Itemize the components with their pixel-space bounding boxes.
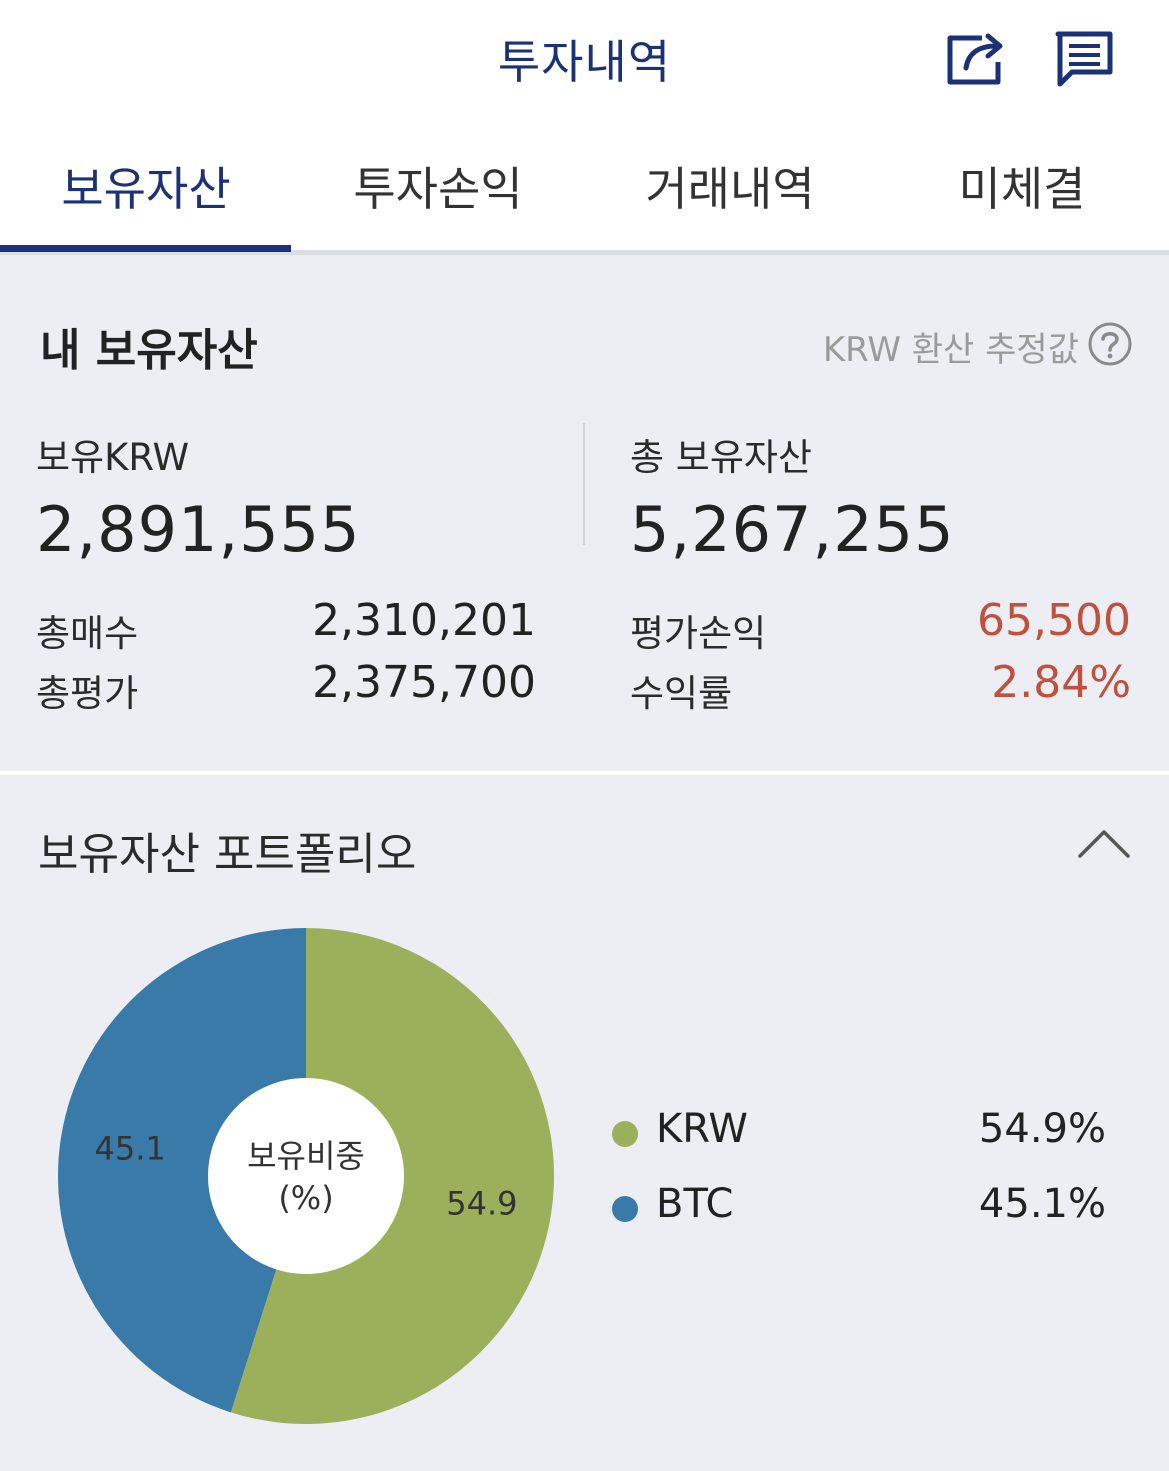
slice-label-btc: 45.1: [94, 1130, 165, 1168]
return-rate-value: 2.84%: [991, 657, 1131, 708]
legend-pct-krw: 54.9%: [978, 1106, 1106, 1152]
slice-label-krw: 54.9: [446, 1184, 517, 1222]
donut-center-label: 보유비중 (%): [206, 1135, 406, 1219]
center-label-line1: 보유비중: [247, 1137, 365, 1175]
column-divider: [583, 423, 585, 545]
total-purchase-value: 2,310,201: [312, 595, 536, 646]
page-title: 투자내역: [497, 35, 672, 89]
unrealized-pnl-label: 평가손익: [630, 612, 767, 655]
center-label-line2: (%): [278, 1179, 334, 1217]
active-tab-indicator: [0, 245, 291, 252]
krw-balance-value: 2,891,555: [36, 493, 361, 566]
total-valuation-value: 2,375,700: [312, 657, 536, 708]
holdings-summary: 내 보유자산 KRW 환산 추정값 보유KRW 2,891,555 총 보유자산…: [0, 255, 1169, 771]
app-header: 투자내역: [0, 0, 1169, 120]
tab-profit-loss[interactable]: 투자손익: [353, 162, 523, 216]
tab-transaction-history[interactable]: 거래내역: [645, 162, 815, 216]
legend-item-krw: KRW 54.9%: [612, 1106, 1112, 1156]
slice-btc: [58, 928, 306, 1413]
legend-dot-krw: [612, 1121, 638, 1147]
portfolio-title: 보유자산 포트폴리오: [38, 829, 417, 880]
return-rate-label: 수익률: [630, 672, 733, 715]
total-assets-value: 5,267,255: [630, 493, 955, 566]
unrealized-pnl-value: 65,500: [977, 595, 1131, 646]
legend-name-btc: BTC: [656, 1181, 734, 1227]
total-purchase-label: 총매수: [36, 612, 139, 655]
portfolio-donut-chart: 54.9 45.1: [58, 928, 555, 1424]
holdings-title: 내 보유자산: [40, 325, 258, 376]
tab-bar: 보유자산 투자손익 거래내역 미체결: [0, 120, 1169, 255]
donut-hole: [208, 1078, 404, 1274]
legend-pct-btc: 45.1%: [978, 1181, 1106, 1227]
chat-icon[interactable]: [1054, 28, 1114, 90]
total-assets-label: 총 보유자산: [630, 436, 812, 479]
help-icon[interactable]: [1087, 321, 1133, 367]
share-icon[interactable]: [944, 28, 1010, 88]
legend-dot-btc: [612, 1196, 638, 1222]
tab-unfilled-orders[interactable]: 미체결: [958, 162, 1086, 216]
legend-item-btc: BTC 45.1%: [612, 1181, 1112, 1231]
tab-holdings[interactable]: 보유자산: [61, 162, 231, 216]
total-valuation-label: 총평가: [36, 672, 139, 715]
chevron-up-icon[interactable]: [1078, 826, 1130, 858]
legend-name-krw: KRW: [656, 1106, 748, 1152]
krw-balance-label: 보유KRW: [36, 436, 190, 479]
krw-estimate-note: KRW 환산 추정값: [822, 330, 1079, 370]
section-divider: [0, 771, 1169, 775]
